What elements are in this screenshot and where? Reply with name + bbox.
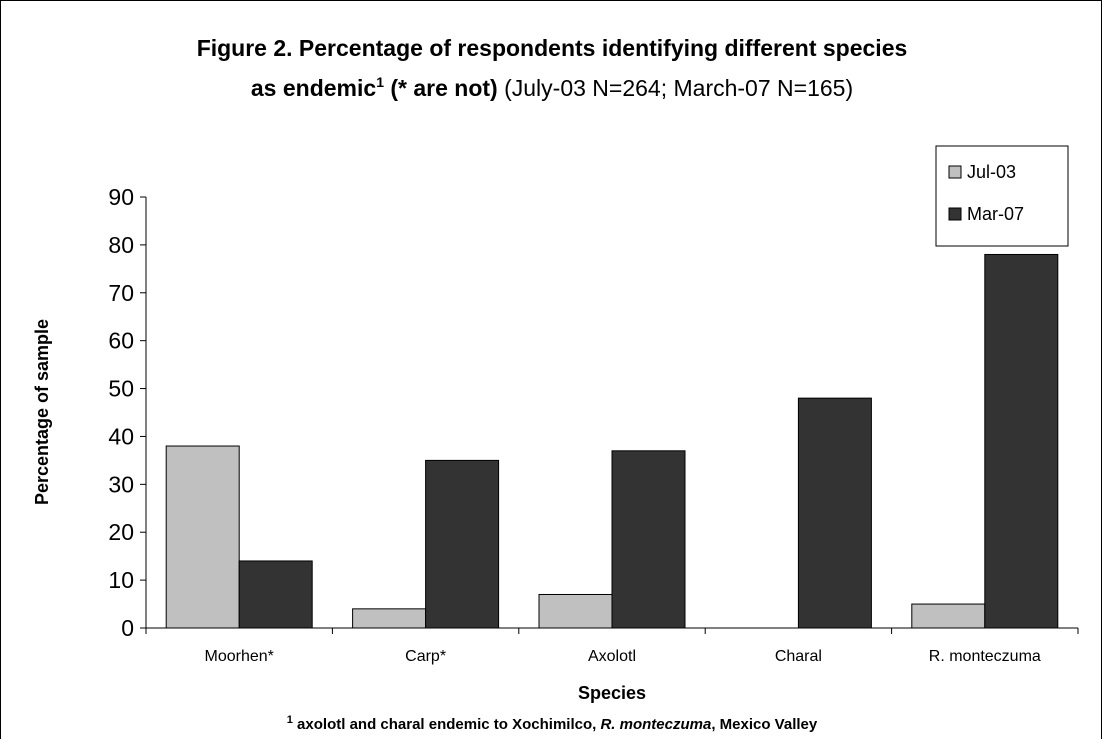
x-tick-label-5: R. monteczuma: [929, 648, 1041, 665]
y-tick-label-10: 10: [108, 567, 134, 593]
y-tick-label-90: 90: [108, 184, 134, 210]
x-tick-label-3: Axolotl: [588, 648, 636, 665]
x-categories-group: Moorhen* Carp* Axolotl Charal R. monteczuma: [145, 628, 1079, 665]
bar-jul-03-2: [352, 608, 427, 629]
chart-title-sup: 1: [376, 74, 384, 90]
y-tick-label-0: 0: [121, 615, 134, 641]
bar-mar-07-2: [425, 459, 500, 629]
y-axis-title: Percentage of sample: [32, 319, 52, 505]
footnote-text-italic: R. monteczuma: [600, 716, 711, 733]
axes-group: [145, 197, 1078, 629]
chart-title-line2-b: (* are not): [384, 75, 498, 101]
legend-box: [935, 145, 1069, 247]
bars-group: [165, 253, 1059, 629]
bar-mar-07-4: [797, 397, 872, 629]
bar-jul-03-1: [165, 445, 240, 629]
legend-swatch-jul-03: [948, 165, 962, 179]
bar-mar-07-3: [611, 450, 686, 629]
legend-label-mar-07: Mar-07: [967, 204, 1024, 224]
chart-title-line1: Figure 2. Percentage of respondents iden…: [197, 35, 908, 61]
bar-jul-03-5: [911, 603, 986, 629]
bar-mar-07-1: [238, 560, 313, 629]
x-tick-label-4: Charal: [775, 648, 822, 665]
footnote: 1 axolotl and charal endemic to Xochimil…: [287, 714, 818, 733]
footnote-text-a: axolotl and charal endemic to Xochimilco…: [293, 716, 601, 733]
footnote-text-b: , Mexico Valley: [711, 716, 818, 733]
y-tick-label-60: 60: [108, 328, 134, 354]
footnote-sup: 1: [287, 714, 293, 726]
x-axis-title: Species: [578, 683, 646, 703]
y-ticks-group: 0 10 20 30 40 50 60 70 80 90: [108, 184, 146, 641]
x-tick-label-2: Carp*: [405, 648, 446, 665]
legend-swatch-mar-07: [948, 207, 962, 221]
bar-jul-03-3: [538, 593, 613, 629]
bar-mar-07-5: [984, 253, 1059, 629]
chart-title-line2-normal: (July-03 N=264; March-07 N=165): [498, 75, 853, 101]
y-tick-label-30: 30: [108, 471, 134, 497]
x-tick-label-1: Moorhen*: [205, 648, 274, 665]
chart-title-line2: as endemic1 (* are not) (July-03 N=264; …: [251, 74, 853, 101]
legend-label-jul-03: Jul-03: [967, 162, 1016, 182]
y-tick-label-80: 80: [108, 232, 134, 258]
chart-title-line2-a: as endemic: [251, 75, 376, 101]
y-tick-label-40: 40: [108, 423, 134, 449]
legend: Jul-03 Mar-07: [935, 145, 1069, 247]
y-tick-label-70: 70: [108, 280, 134, 306]
y-tick-label-20: 20: [108, 519, 134, 545]
y-tick-label-50: 50: [108, 376, 134, 402]
